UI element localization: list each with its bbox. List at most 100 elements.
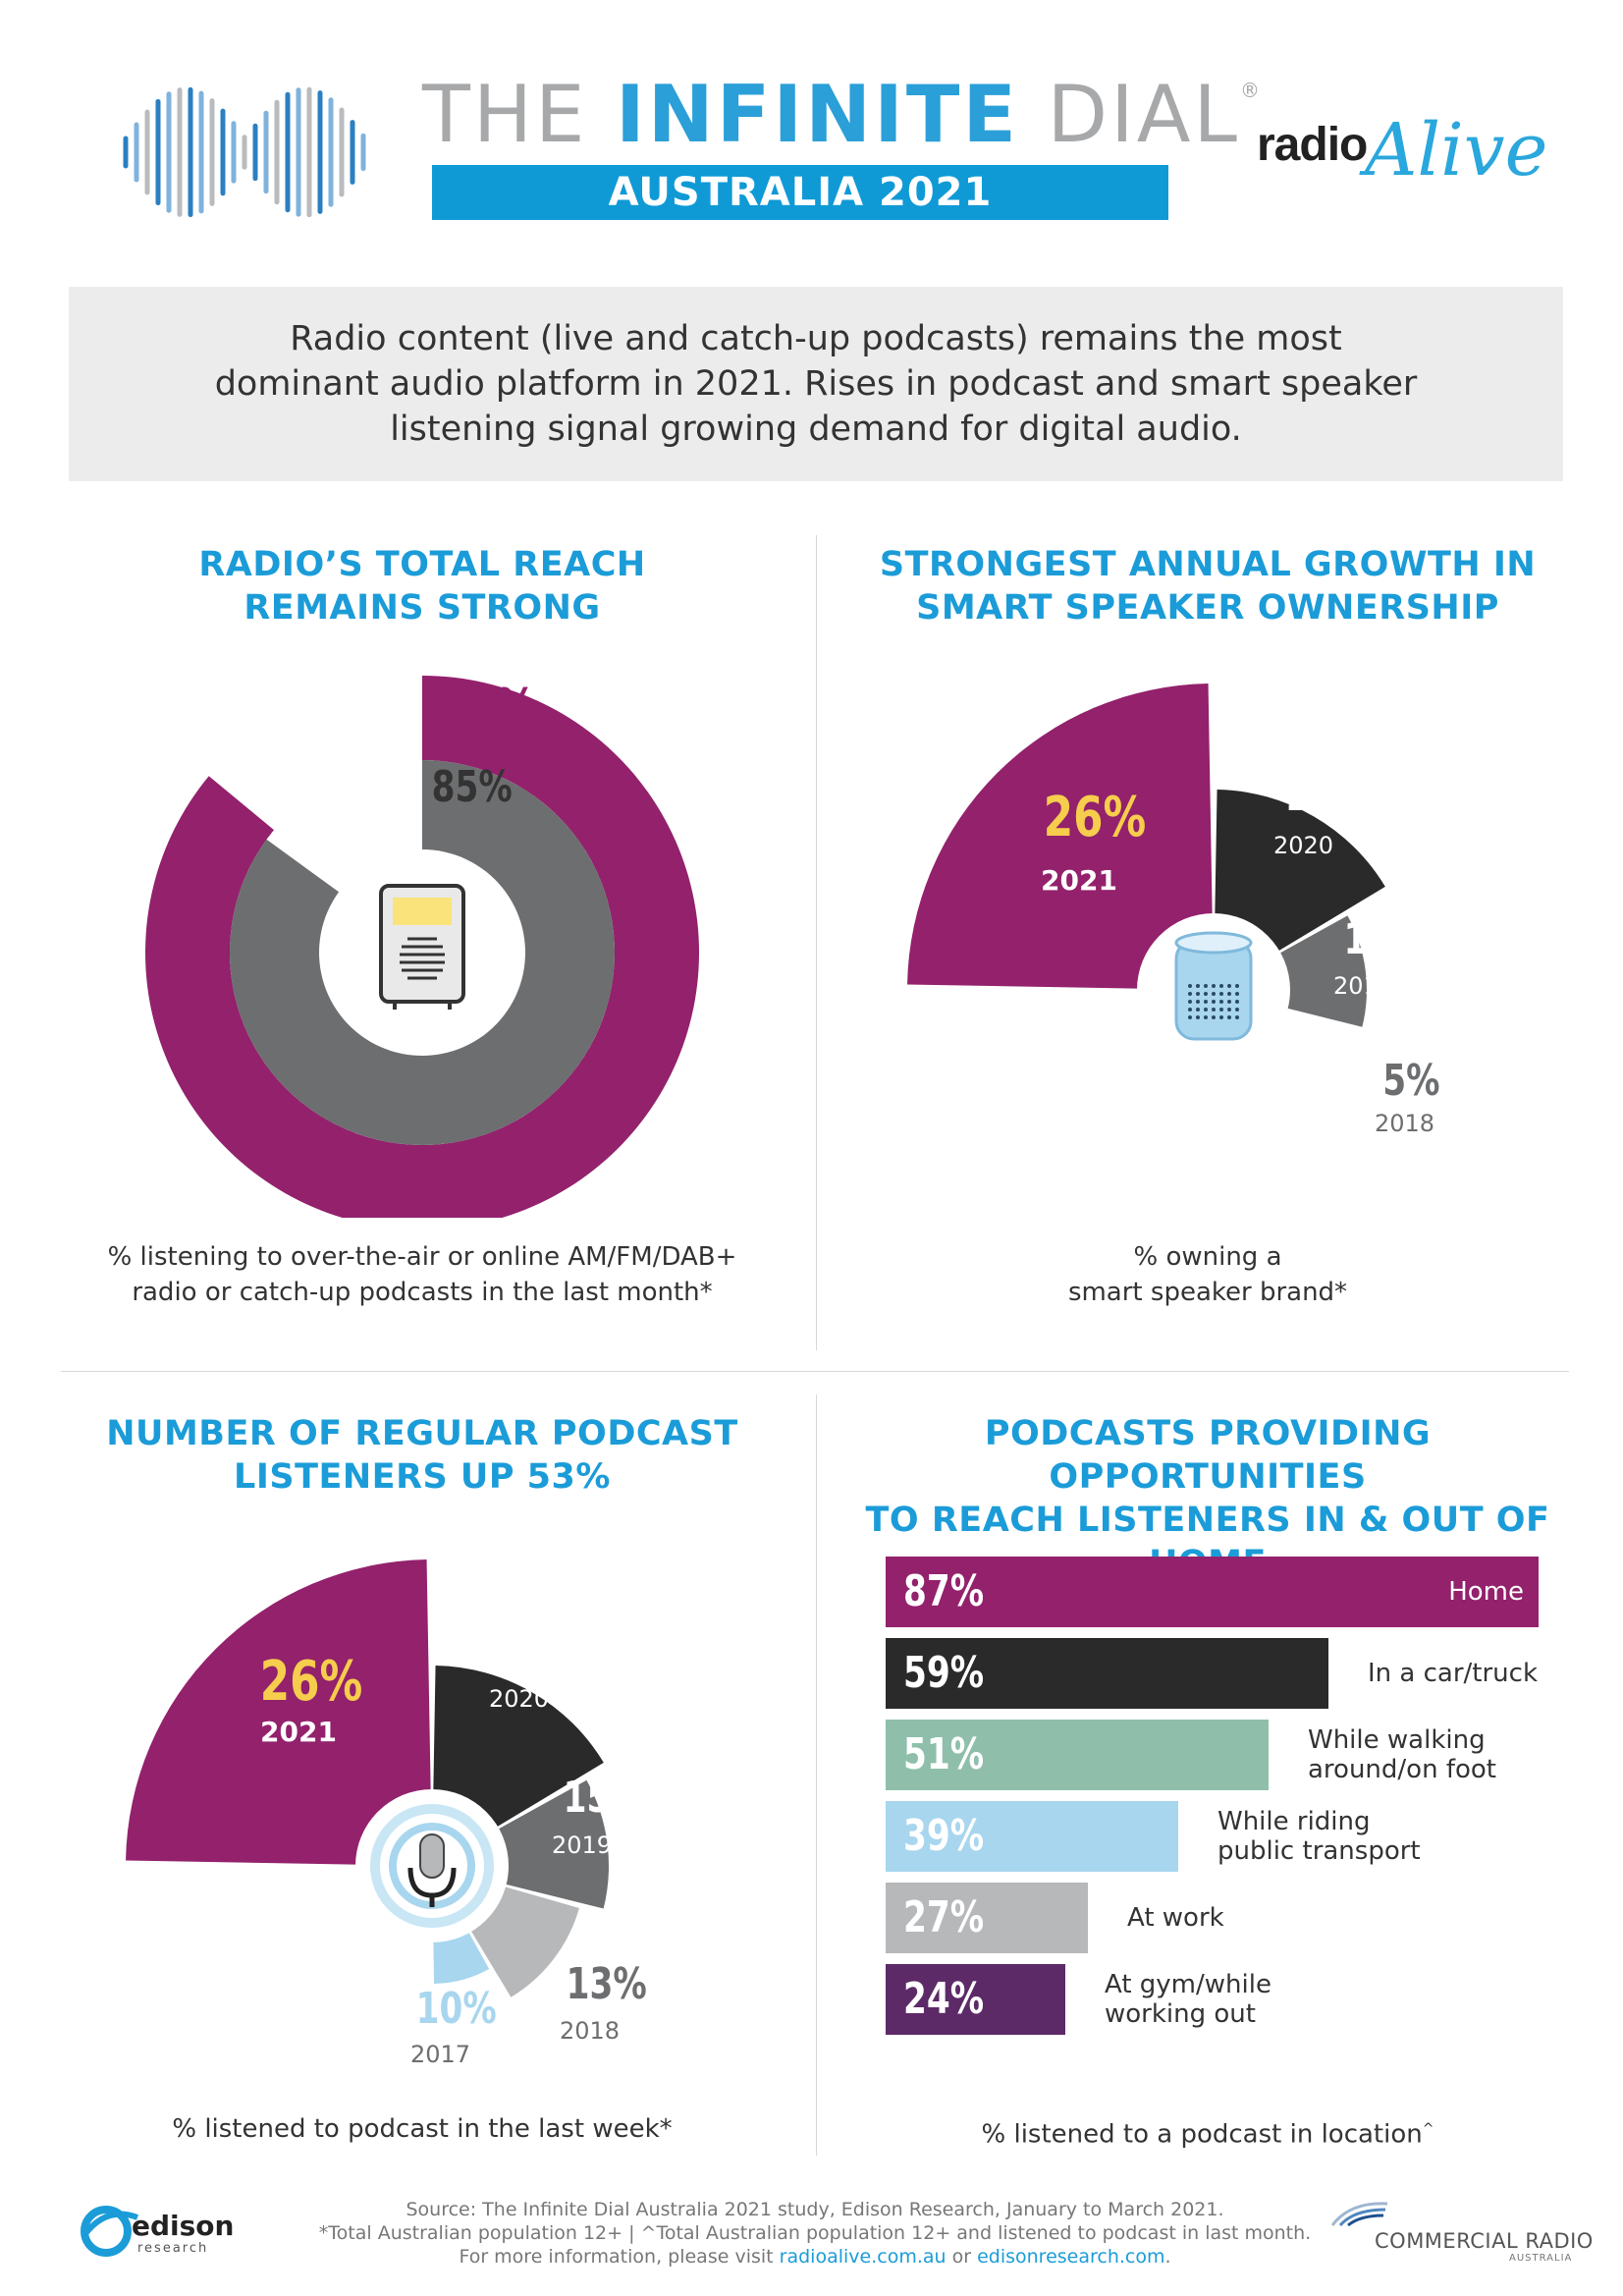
- reach-value-2021-text: 86%: [434, 678, 538, 741]
- location-bar-label: At gym/while working out: [1105, 1970, 1271, 2029]
- smart-value-2021: 26%: [1029, 786, 1161, 849]
- location-bar-label-line: At work: [1127, 1903, 1224, 1933]
- infinite-dial-logo-icon: [118, 74, 373, 231]
- podcast-value-2019-text: 15%: [563, 1773, 644, 1823]
- podcast-title-line: NUMBER OF REGULAR PODCAST: [106, 1414, 738, 1453]
- page-title: THE INFINITE DIAL®: [422, 69, 1260, 167]
- location-bar-label: While riding public transport: [1217, 1807, 1421, 1866]
- location-bar-label-line: While riding: [1217, 1807, 1371, 1836]
- smart-value-2019: 13%: [1332, 914, 1435, 964]
- title-part: THE: [422, 69, 616, 160]
- smart-title: STRONGEST ANNUAL GROWTH IN SMART SPEAKER…: [844, 543, 1571, 629]
- location-caption: % listened to a podcast in location^: [844, 2111, 1571, 2153]
- smart-value-2019-text: 13%: [1343, 914, 1425, 964]
- microphone-icon: [370, 1804, 494, 1928]
- podcast-label-2018: 2018: [560, 2017, 621, 2045]
- location-bar-label: In a car/truck: [1368, 1659, 1538, 1688]
- reach-label-2020: 2020: [344, 778, 405, 805]
- podcast-title-line: LISTENERS UP 53%: [234, 1457, 611, 1497]
- podcast-value-2021: 26%: [245, 1650, 377, 1714]
- location-bar-value: 39%: [903, 1811, 985, 1861]
- radio-alive-logo-text: radio: [1257, 119, 1368, 171]
- location-caption-sup: ^: [1422, 2121, 1434, 2137]
- location-bar-label-line: In a car/truck: [1368, 1659, 1538, 1688]
- title-part: DIAL: [1019, 69, 1240, 160]
- location-bar-label-line: public transport: [1217, 1836, 1421, 1866]
- edison-logo-subtext: research: [137, 2241, 209, 2256]
- reach-title-line: REMAINS STRONG: [243, 588, 601, 628]
- reach-value-2020-text: 85%: [431, 762, 513, 812]
- reach-ring-2021: [145, 676, 699, 1218]
- smart-label-2021: 2021: [1041, 864, 1117, 897]
- footer-text-part: .: [1164, 2246, 1171, 2268]
- footer-line: Source: The Infinite Dial Australia 2021…: [406, 2199, 1224, 2220]
- intro-line: dominant audio platform in 2021. Rises i…: [214, 364, 1418, 404]
- podcast-label-2019: 2019: [552, 1831, 613, 1859]
- location-caption-text: % listened to a podcast in location: [981, 2119, 1423, 2150]
- location-bar: 39%: [886, 1801, 1178, 1872]
- reach-label-2021: 2021: [312, 689, 389, 722]
- edison-research-logo: edison research: [77, 2196, 234, 2265]
- location-bar-label: At work: [1127, 1903, 1224, 1933]
- location-bar-value: 87%: [903, 1566, 985, 1616]
- podcast-value-2021-text: 26%: [259, 1650, 363, 1714]
- commercial-radio-logo-text: COMMERCIAL RADIO: [1375, 2229, 1594, 2253]
- location-bar-label-line: around/on foot: [1308, 1755, 1496, 1784]
- reach-ring-2020: [229, 760, 615, 1145]
- podcast-caption: % listened to podcast in the last week*: [172, 2114, 673, 2144]
- location-bar: 51%: [886, 1720, 1269, 1790]
- podcast-value-2018-text: 13%: [566, 1959, 647, 2009]
- commercial-radio-logo-icon: [1330, 2202, 1388, 2227]
- vertical-divider: [816, 535, 817, 1350]
- title-part-strong: INFINITE: [616, 69, 1020, 160]
- intro-line: listening signal growing demand for digi…: [390, 410, 1242, 449]
- smart-title-line: SMART SPEAKER OWNERSHIP: [916, 588, 1499, 628]
- reach-value-2020: 85%: [420, 762, 523, 812]
- smart-speaker-chart: [907, 683, 1385, 1066]
- reach-caption-line: radio or catch-up podcasts in the last m…: [132, 1278, 713, 1307]
- edison-logo-icon: [81, 2206, 139, 2257]
- location-bar-label: Home: [1440, 1577, 1524, 1607]
- location-bar-label-line: While walking: [1308, 1725, 1486, 1755]
- podcast-value-2019: 15%: [552, 1773, 655, 1823]
- smart-value-2020: 17%: [1273, 771, 1377, 821]
- location-bar-chart: 87% Home 59% In a car/truck 51% While walking…: [886, 1557, 1573, 2048]
- podcast-label-2020: 2020: [489, 1685, 550, 1713]
- footer-line: *Total Australian population 12+ | ^Tota…: [318, 2222, 1312, 2244]
- podcast-title: NUMBER OF REGULAR PODCAST LISTENERS UP 5…: [59, 1412, 785, 1499]
- subtitle-banner: AUSTRALIA 2021: [432, 165, 1168, 220]
- smart-value-2018-text: 5%: [1382, 1056, 1440, 1106]
- location-bar-value: 27%: [903, 1892, 985, 1942]
- reach-title: RADIO’S TOTAL REACH REMAINS STRONG: [59, 543, 785, 629]
- smart-value-2018: 5%: [1375, 1056, 1448, 1106]
- radioalive-link[interactable]: radioalive.com.au: [779, 2246, 947, 2268]
- podcast-value-2017-text: 10%: [415, 1984, 497, 2034]
- footer-source: Source: The Infinite Dial Australia 2021…: [295, 2198, 1335, 2269]
- edison-logo-text: edison: [132, 2210, 235, 2242]
- footer-text-part: For more information, please visit: [459, 2246, 780, 2268]
- smart-sector-2021: [907, 683, 1214, 990]
- location-bar: 87%: [886, 1557, 1539, 1627]
- radio-icon: [379, 884, 465, 1010]
- commercial-radio-logo-subtext: AUSTRALIA: [1509, 2253, 1573, 2264]
- footer-text-part: or: [946, 2246, 978, 2268]
- edisonresearch-link[interactable]: edisonresearch.com: [977, 2246, 1165, 2268]
- intro-text: Radio content (live and catch-up podcast…: [69, 316, 1563, 452]
- footer-line: For more information, please visit radio…: [295, 2245, 1335, 2269]
- smart-speaker-icon: [1174, 931, 1253, 1041]
- location-bar: 27%: [886, 1883, 1088, 1953]
- smart-label-2020: 2020: [1273, 832, 1334, 859]
- reach-donut-chart: [145, 676, 699, 1218]
- location-bar-label: While walking around/on foot: [1308, 1725, 1496, 1784]
- location-bar-label-line: Home: [1448, 1577, 1524, 1607]
- reach-caption-line: % listening to over-the-air or online AM…: [107, 1242, 737, 1272]
- registered-mark: ®: [1240, 79, 1263, 102]
- location-bar-value: 59%: [903, 1648, 985, 1698]
- smart-label-2019: 2019: [1333, 972, 1394, 1000]
- podcast-value-2017: 10%: [405, 1984, 508, 2034]
- smart-value-2020-text: 17%: [1284, 771, 1366, 821]
- smart-caption: % owning a smart speaker brand*: [844, 1239, 1571, 1310]
- podcast-value-2018: 13%: [555, 1959, 658, 2009]
- location-bar: 59%: [886, 1638, 1328, 1709]
- podcast-value-2020-text: 17%: [500, 1628, 581, 1678]
